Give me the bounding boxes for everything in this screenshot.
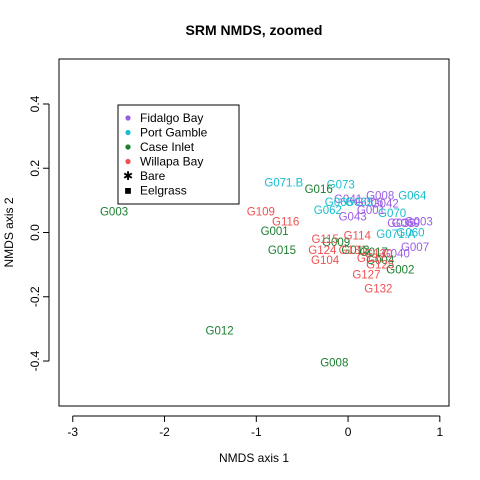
point-label: G073: [327, 179, 355, 191]
point-label: G015: [268, 245, 296, 257]
point-label: G040: [382, 248, 410, 260]
point-label: G001: [357, 205, 385, 217]
point-label: G009: [322, 237, 350, 249]
legend-marker-fidalgo-bay: [125, 115, 131, 121]
point-label: G124: [308, 245, 337, 257]
point-label: G006: [355, 197, 383, 209]
legend-label: Bare: [140, 169, 166, 183]
point-label: G131: [339, 245, 367, 257]
y-tick-label: -0.2: [28, 286, 42, 307]
y-tick-label: 0.4: [28, 95, 42, 112]
point-label: G065: [345, 197, 373, 209]
point-label: G003: [405, 216, 433, 228]
legend-label: Eelgrass: [140, 184, 187, 198]
point-label: G071.B: [264, 178, 303, 190]
legend-label: Port Gamble: [140, 126, 208, 140]
legend-marker-port-gamble: [125, 129, 131, 136]
point-label: G109: [247, 207, 275, 219]
point-label: G041: [334, 194, 362, 206]
x-tick-label: -2: [159, 425, 170, 439]
point-label: G013: [341, 245, 369, 257]
point-label: G039: [387, 218, 415, 230]
point-label: G137: [357, 253, 385, 265]
legend-label: Case Inlet: [140, 140, 195, 154]
point-label: G127: [352, 269, 380, 281]
point-label: G114: [344, 231, 372, 243]
point-label: G066: [325, 197, 353, 209]
point-label: G104: [311, 255, 340, 267]
legend-symbol-eelgrass: ■: [124, 184, 131, 198]
point-label: G070: [378, 208, 406, 220]
y-tick-label: -0.4: [28, 350, 42, 371]
point-label: G004: [366, 255, 395, 267]
point-label: G115: [311, 234, 338, 246]
point-label: G003: [100, 207, 128, 219]
y-axis-label: NMDS axis 2: [2, 197, 16, 267]
y-axis: -0.4 -0.2 0.0 0.2 0.4: [28, 95, 50, 371]
point-label: G012: [206, 325, 234, 337]
y-tick-label: 0.2: [28, 160, 42, 177]
legend-symbol-bare: ✱: [123, 169, 133, 183]
x-tick-label: 0: [345, 425, 352, 439]
point-label: G043: [339, 211, 367, 223]
x-tick-label: 1: [436, 425, 443, 439]
legend-box: [117, 104, 240, 205]
point-label: G002: [386, 264, 414, 276]
point-label: G016: [305, 184, 333, 196]
point-label: G008: [320, 358, 348, 370]
legend-marker-case-inlet: [125, 144, 131, 150]
legend-label: Willapa Bay: [140, 155, 203, 169]
x-tick-label: -1: [251, 425, 262, 439]
point-label: G060: [396, 228, 424, 240]
point-label: G007: [401, 242, 429, 254]
point-label: G042: [371, 199, 399, 211]
plot-frame: [58, 58, 450, 407]
point-label: G008: [366, 191, 394, 203]
point-label: G017: [360, 247, 388, 259]
x-axis-label: NMDS axis 1: [219, 451, 289, 465]
point-label: G125: [366, 260, 394, 272]
legend-marker-willapa-bay: [125, 158, 131, 165]
x-tick-label: -3: [67, 425, 78, 439]
point-label: G130: [364, 248, 392, 260]
point-label: G071.A: [376, 229, 415, 241]
point-label: G116: [272, 216, 299, 228]
point-label: G064: [398, 191, 427, 203]
point-label: G132: [364, 284, 392, 296]
chart-title: SRM NMDS, zoomed: [186, 22, 323, 38]
y-tick-label: 0.0: [28, 224, 42, 241]
point-label: G062: [314, 205, 342, 217]
point-label: G069: [392, 218, 420, 230]
x-axis: -3 -2 -1 0 1: [67, 415, 443, 439]
legend-label: Fidalgo Bay: [140, 111, 203, 125]
point-label: G001: [261, 226, 289, 238]
